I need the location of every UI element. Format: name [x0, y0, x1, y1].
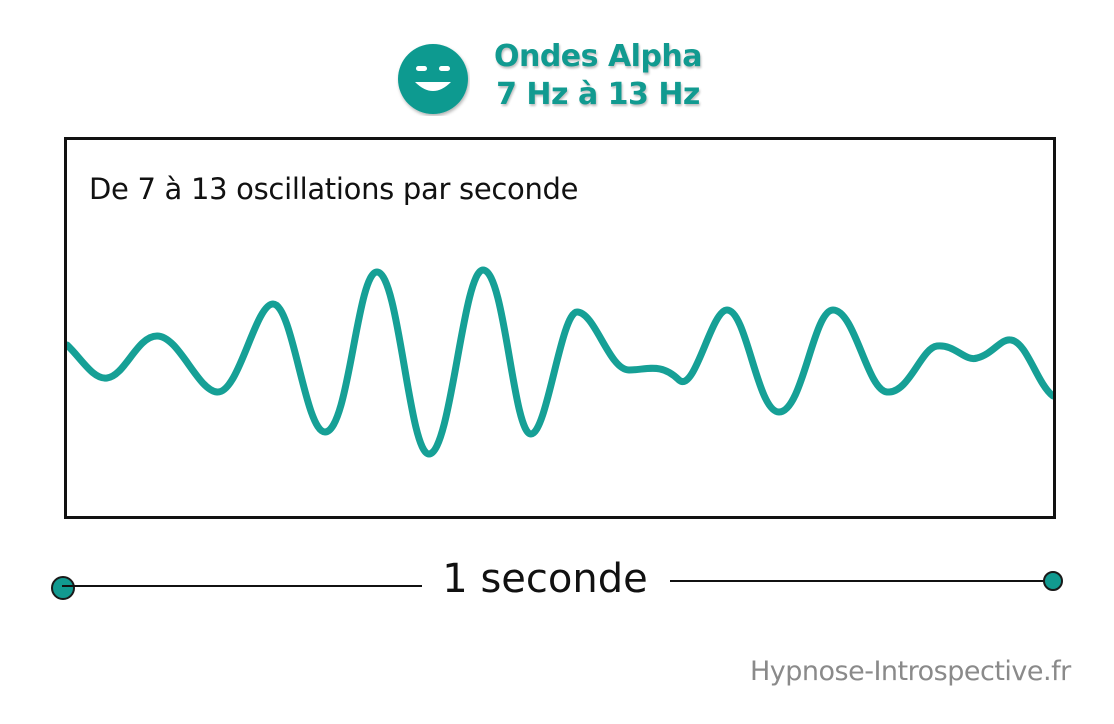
watermark: Hypnose-Introspective.fr — [750, 656, 1071, 687]
waveform-caption: De 7 à 13 oscillations par seconde — [89, 172, 579, 206]
frequency-range: 7 Hz à 13 Hz — [496, 77, 700, 112]
waveform-frame: De 7 à 13 oscillations par seconde — [64, 137, 1056, 519]
scale-line-left — [62, 585, 422, 587]
title-block: Ondes Alpha 7 Hz à 13 Hz — [478, 38, 718, 114]
smiley-icon — [398, 44, 468, 114]
scale-end-dot — [1043, 571, 1063, 591]
page-title: Ondes Alpha — [493, 39, 703, 74]
time-scale: 1 seconde — [0, 550, 1114, 620]
waveform-svg — [67, 266, 1053, 458]
alpha-wave-line — [67, 266, 1053, 458]
scale-label: 1 seconde — [442, 556, 648, 602]
scale-line-right — [670, 580, 1050, 582]
header: Ondes Alpha 7 Hz à 13 Hz — [0, 0, 1114, 130]
scale-start-dot — [51, 576, 75, 600]
